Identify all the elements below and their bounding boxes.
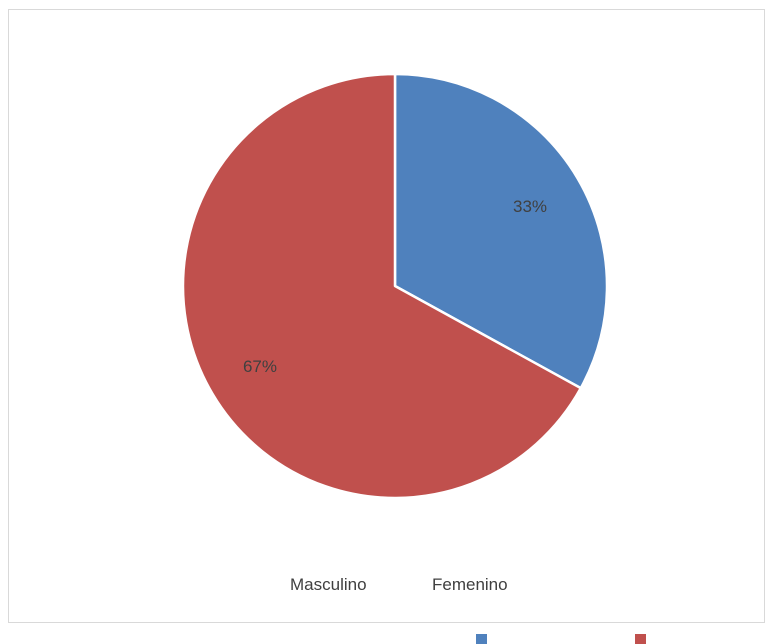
pie-slice-masculino (393, 72, 609, 390)
pie-slice-femenino (181, 72, 583, 500)
legend-label-femenino: Femenino (432, 575, 508, 594)
data-label-masculino: 33% (513, 197, 547, 216)
legend-label-masculino: Masculino (290, 575, 367, 594)
pie-slices (181, 72, 609, 500)
data-label-femenino: 67% (243, 357, 277, 376)
pie-data-labels: 33% 67% (243, 197, 547, 376)
legend-swatch-femenino (635, 634, 646, 644)
legend-swatch-masculino (476, 634, 487, 644)
